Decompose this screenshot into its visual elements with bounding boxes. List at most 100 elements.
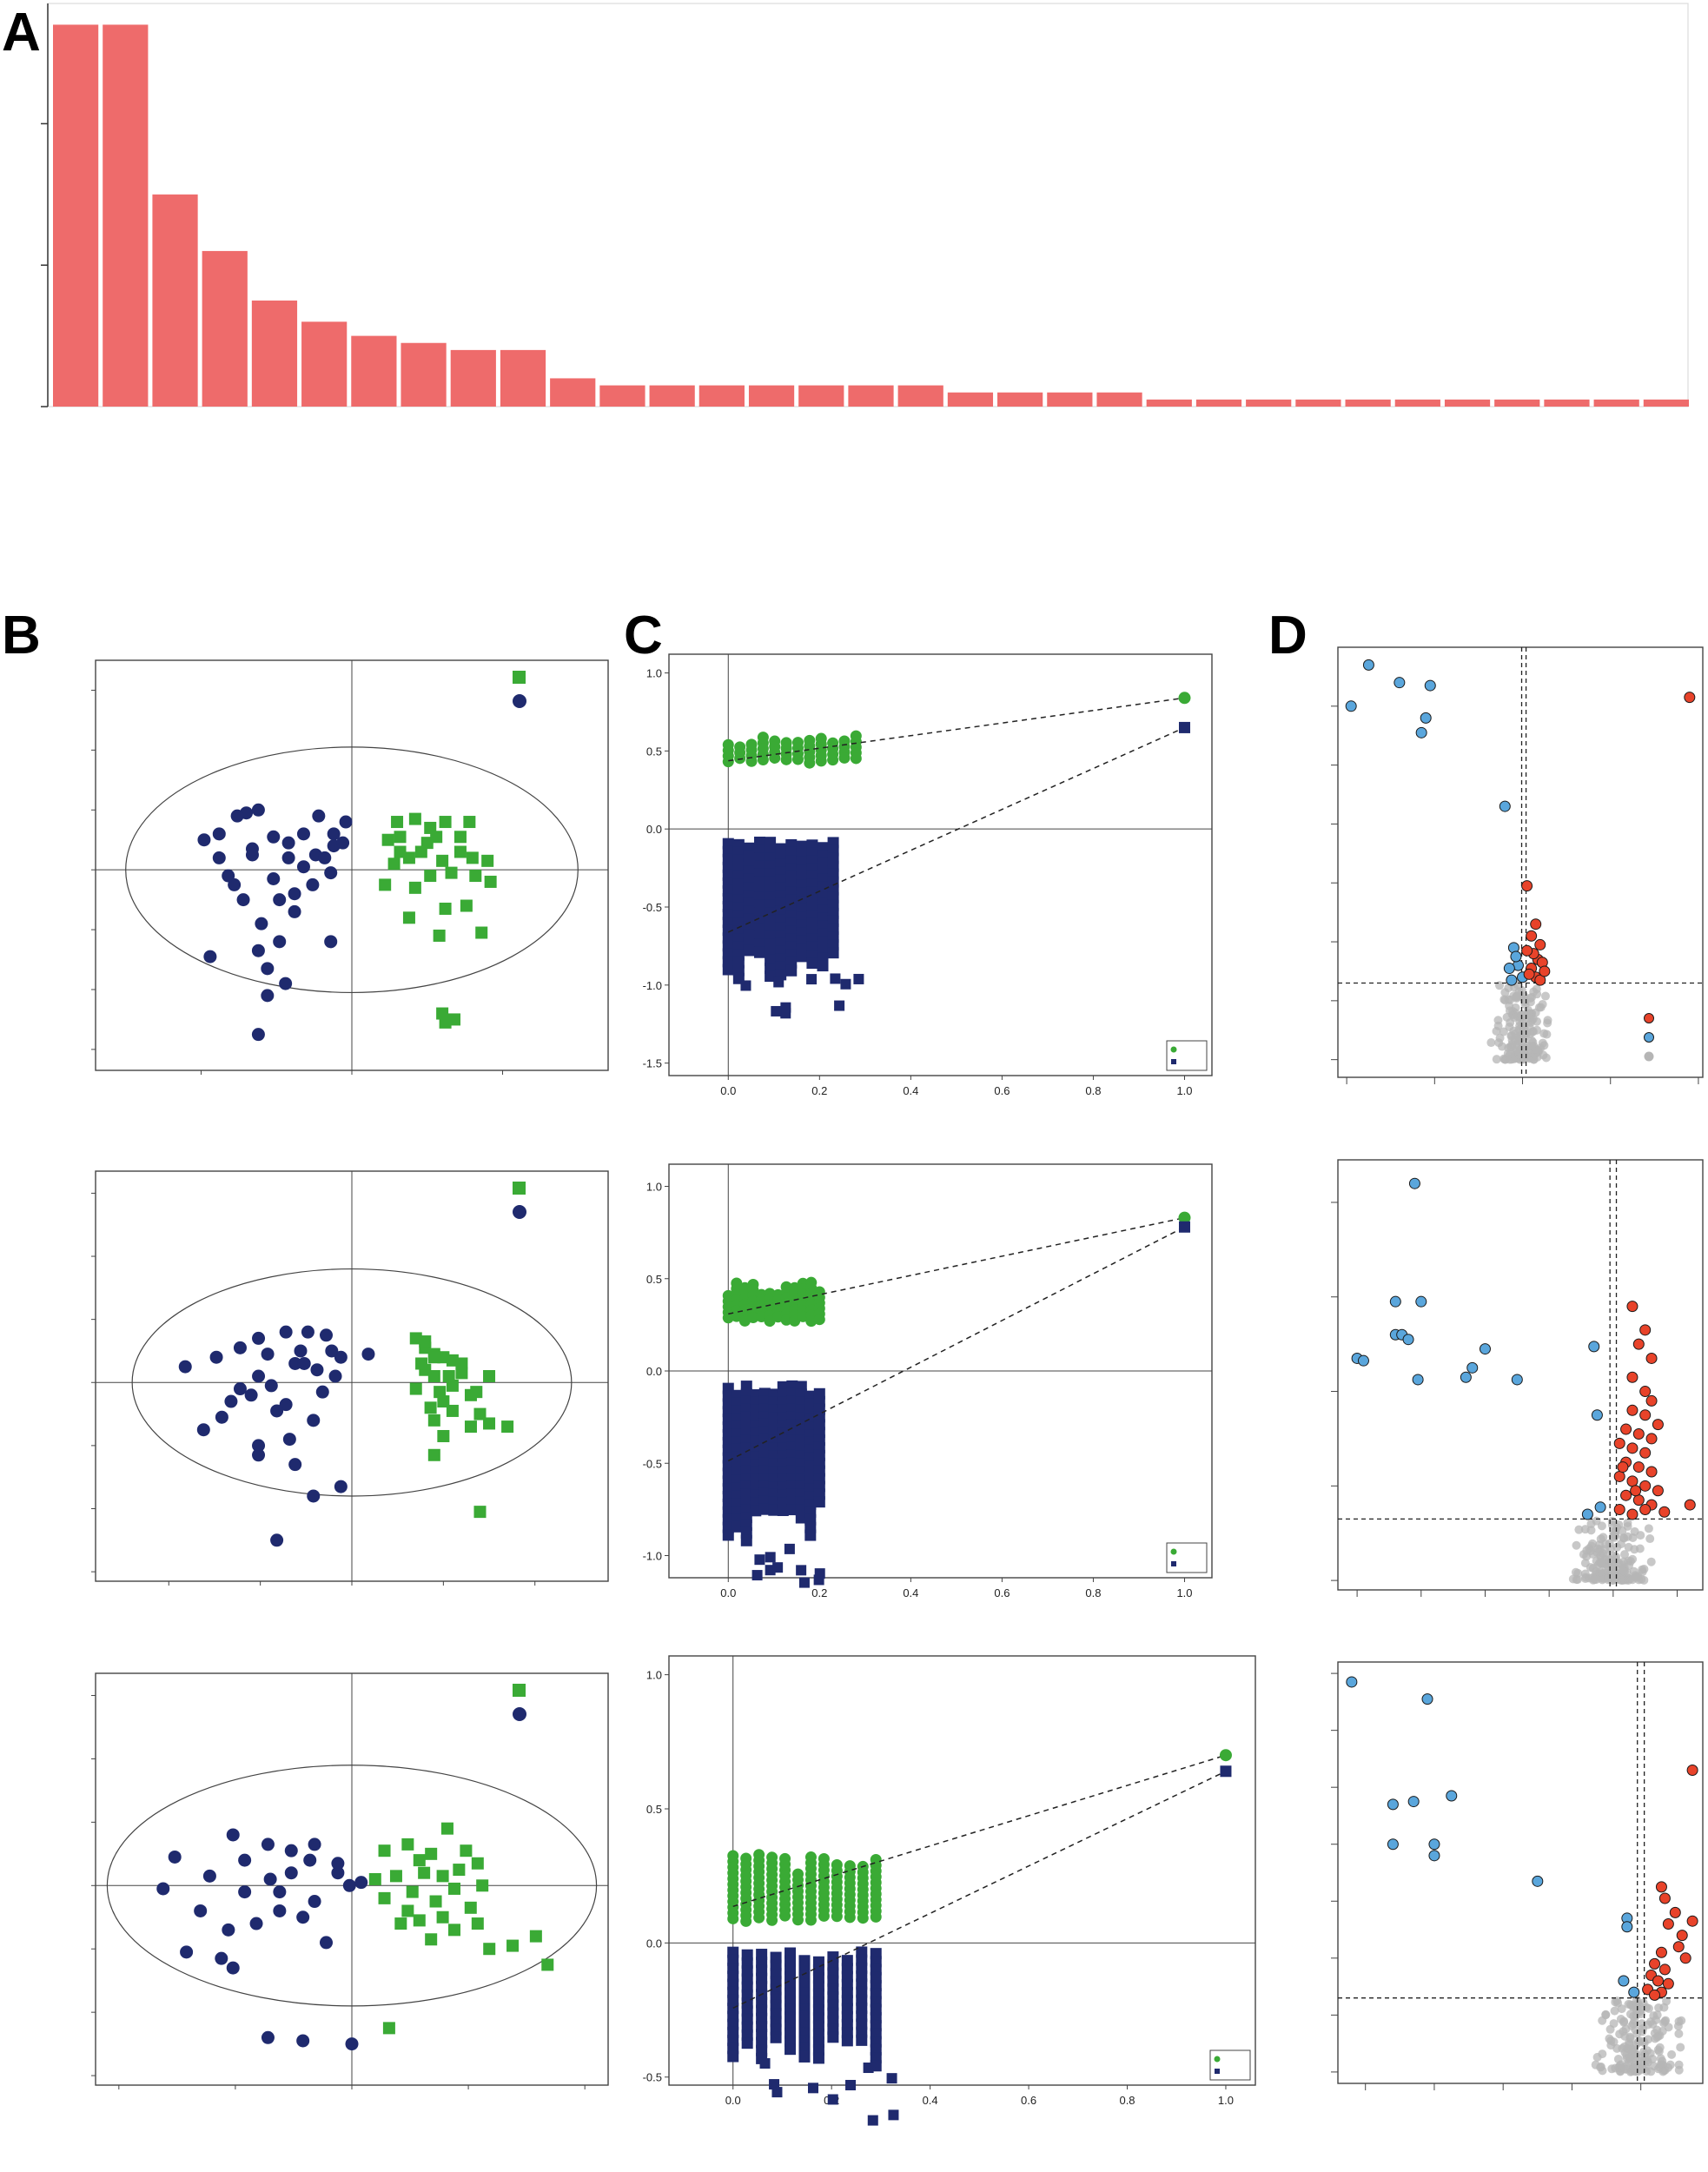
up-point: [1620, 1489, 1632, 1501]
score-point: [439, 902, 452, 915]
down-point: [1466, 1361, 1479, 1374]
q2-permutation-point: [827, 2031, 839, 2043]
nodiff-point: [1635, 1544, 1645, 1553]
up-point: [1613, 1504, 1625, 1516]
score-point: [483, 1943, 496, 1956]
q2-permutation-point: [759, 2057, 771, 2069]
score-point: [315, 1385, 329, 1399]
score-point: [255, 917, 268, 930]
nodiff-point: [1572, 1540, 1581, 1550]
y-tick-label: 1.0: [646, 1181, 662, 1194]
panel-label-a: A: [2, 3, 41, 63]
q2-permutation-point: [773, 977, 784, 988]
score-point: [471, 1917, 484, 1930]
nodiff-point: [1674, 2065, 1684, 2075]
score-point: [455, 1357, 468, 1370]
score-point: [261, 1838, 275, 1851]
score-point: [251, 1028, 265, 1042]
score-point: [448, 1882, 460, 1895]
bar: [1146, 399, 1192, 407]
r2-permutation-point: [780, 1314, 792, 1326]
q2-permutation-point: [740, 980, 751, 991]
q2-permutation-point: [741, 2037, 753, 2049]
nodiff-point: [1649, 2062, 1658, 2071]
nodiff-point: [1506, 1042, 1516, 1051]
x-tick-label: 1.0: [1218, 2094, 1234, 2107]
r2-regression-line: [728, 1216, 1185, 1315]
r2-permutation-point: [734, 752, 746, 765]
q2-permutation-point: [808, 2083, 819, 2094]
nodiff-point: [1634, 2036, 1644, 2046]
score-point: [279, 1398, 293, 1412]
score-point: [233, 1382, 247, 1396]
r2-permutation-point: [804, 1914, 817, 1926]
scores-plot-b3: [91, 1672, 609, 2089]
nodiff-point: [1504, 983, 1513, 993]
score-point: [448, 1013, 460, 1026]
score-point: [328, 1369, 342, 1383]
nodiff-point: [1505, 1006, 1514, 1016]
nodiff-point: [1607, 1520, 1617, 1530]
bar: [53, 24, 99, 407]
nodiff-point: [1638, 1565, 1647, 1574]
x-tick-label: 0.6: [1021, 2094, 1036, 2107]
q2-permutation-point: [786, 1504, 798, 1516]
q2-permutation-point: [798, 2050, 811, 2063]
nodiff-point: [1638, 2027, 1647, 2036]
q2-permutation-point: [768, 1504, 780, 1516]
nodiff-point: [1648, 2020, 1658, 2030]
nodiff-point: [1644, 1524, 1653, 1533]
score-point: [236, 893, 250, 907]
bar: [103, 24, 149, 407]
nodiff-point: [1656, 2060, 1665, 2069]
score-point: [222, 1923, 235, 1937]
score-point: [194, 1904, 208, 1917]
r2-permutation-point: [769, 752, 781, 764]
up-point: [1613, 1437, 1625, 1449]
score-point: [263, 1872, 277, 1886]
r2-permutation-point: [804, 757, 816, 769]
nodiff-point: [1658, 2067, 1668, 2076]
score-point: [439, 816, 452, 829]
score-point: [279, 977, 293, 990]
q2-permutation-point: [770, 2031, 782, 2043]
panel-label-d: D: [1268, 606, 1307, 666]
legend-navy-marker: [513, 1707, 526, 1721]
score-point: [413, 1854, 426, 1867]
nodiff-point: [1619, 2064, 1629, 2074]
q2-permutation-point: [743, 944, 755, 957]
r2-permutation-point: [753, 1911, 765, 1924]
y-tick-label: -1.5: [643, 1057, 662, 1070]
score-point: [466, 851, 479, 864]
bar: [1643, 399, 1689, 407]
down-point: [1511, 1374, 1523, 1386]
q2-permutation-point: [784, 1543, 795, 1554]
score-point: [324, 935, 338, 949]
score-point: [437, 1395, 450, 1408]
down-point: [1362, 659, 1374, 671]
score-point: [281, 851, 295, 864]
score-point: [460, 1844, 473, 1857]
nodiff-point: [1586, 1526, 1596, 1535]
score-point: [446, 1404, 459, 1417]
score-point: [430, 831, 443, 844]
score-point: [445, 866, 458, 879]
score-point: [427, 1414, 440, 1427]
q2-permutation-point: [751, 1570, 763, 1581]
q2-permutation-point: [804, 1529, 817, 1541]
score-point: [440, 1822, 453, 1835]
score-point: [288, 904, 301, 918]
bar: [1246, 399, 1292, 407]
score-point: [401, 1838, 414, 1851]
nodiff-point: [1625, 2034, 1635, 2043]
q2-permutation-point: [827, 947, 839, 959]
nodiff-point: [1542, 1030, 1552, 1039]
nodiff-point: [1574, 1525, 1584, 1534]
bar: [698, 385, 745, 407]
nodiff-point: [1607, 2064, 1617, 2074]
nodiff-point: [1677, 2016, 1686, 2025]
score-point: [212, 851, 226, 864]
legend-green-marker: [513, 671, 526, 684]
legend-navy-marker: [513, 1205, 526, 1219]
up-point: [1655, 1881, 1667, 1893]
